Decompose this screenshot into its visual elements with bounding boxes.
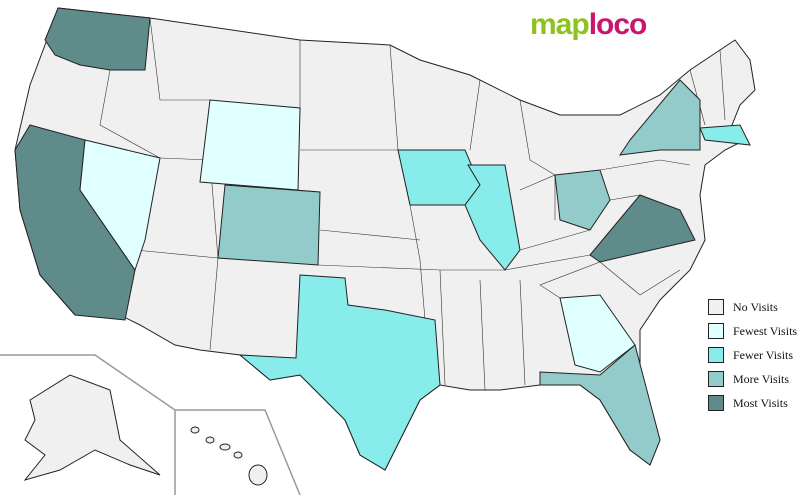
legend-swatch (708, 323, 724, 339)
legend-swatch (708, 395, 724, 411)
state-georgia[interactable] (559, 294, 636, 373)
legend-label: No Visits (733, 299, 778, 314)
legend-swatch (708, 371, 724, 387)
legend: No Visits Fewest Visits Fewer Visits Mor… (708, 295, 797, 415)
state-illinois[interactable] (464, 164, 521, 271)
legend-item-fewest-visits: Fewest Visits (708, 319, 797, 343)
legend-label: More Visits (733, 371, 790, 386)
state-virginia[interactable] (589, 194, 696, 263)
legend-swatch (708, 299, 724, 315)
legend-label: Fewest Visits (733, 323, 798, 338)
state-hawaii[interactable] (190, 426, 268, 486)
maploco-logo: maploco (530, 8, 648, 42)
state-wyoming[interactable] (199, 99, 301, 191)
state-washington[interactable] (44, 7, 151, 71)
legend-swatch (708, 347, 724, 363)
legend-item-no-visits: No Visits (708, 295, 797, 319)
logo-part-loco: loco (588, 8, 648, 41)
inset-border-alaska (0, 354, 176, 495)
inset-border-hawaii (175, 409, 301, 495)
state-texas[interactable] (238, 274, 441, 471)
state-nevada[interactable] (79, 139, 161, 272)
legend-label: Most Visits (733, 395, 788, 410)
legend-label: Fewer Visits (733, 347, 794, 362)
state-new-york[interactable] (618, 79, 701, 156)
legend-item-more-visits: More Visits (708, 367, 797, 391)
state-colorado[interactable] (217, 184, 321, 266)
logo-part-map: map (530, 8, 590, 41)
state-iowa[interactable] (397, 149, 481, 206)
state-ohio[interactable] (554, 169, 611, 231)
legend-item-fewer-visits: Fewer Visits (708, 343, 797, 367)
state-massachusetts[interactable] (699, 124, 751, 146)
visited-states (14, 7, 751, 486)
state-florida[interactable] (539, 344, 661, 466)
legend-item-most-visits: Most Visits (708, 391, 797, 415)
state-alaska[interactable] (23, 374, 161, 481)
